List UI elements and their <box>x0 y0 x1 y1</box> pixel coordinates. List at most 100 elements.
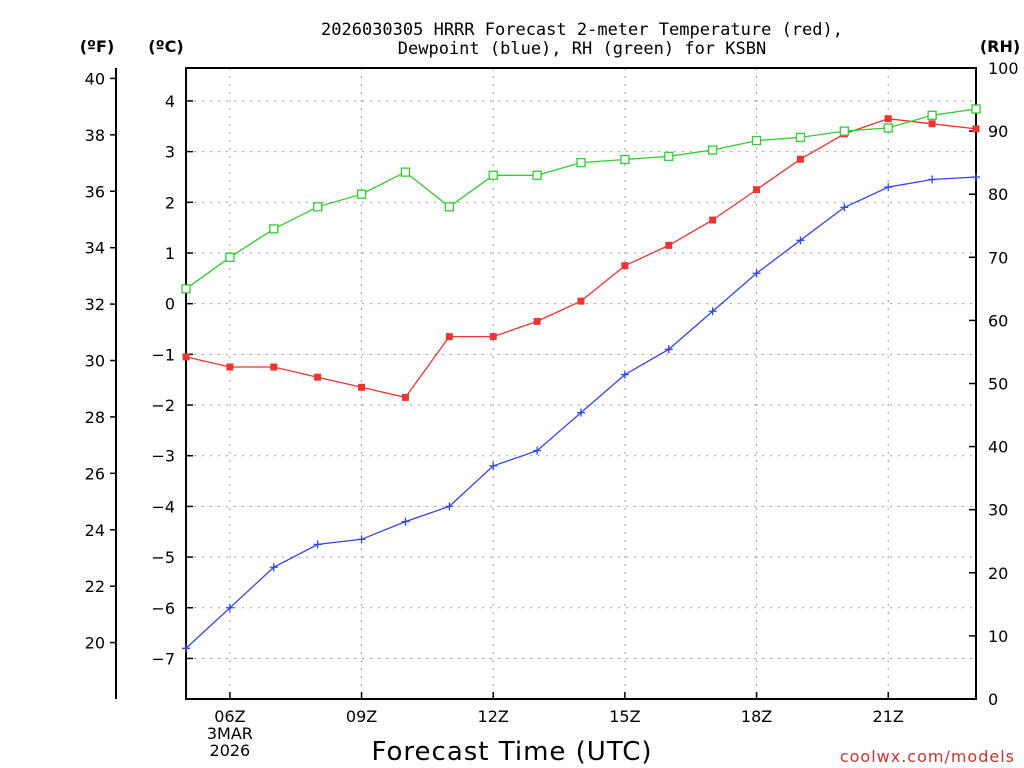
x-axis-label: Forecast Time (UTC) <box>371 737 652 767</box>
dewpoint-point <box>445 502 454 511</box>
fahrenheit-tick-label: 26 <box>85 464 105 483</box>
relative-humidity-point <box>795 132 806 143</box>
dewpoint-point <box>972 172 980 181</box>
temperature-point <box>753 186 761 194</box>
dewpoint-point <box>533 446 542 455</box>
relative-humidity-point <box>532 170 542 180</box>
celsius-tick-label: 0 <box>165 295 175 314</box>
x-tick-label: 18Z <box>741 707 772 726</box>
dewpoint-point <box>752 269 761 278</box>
rh-tick-label: 80 <box>988 185 1008 204</box>
rh-tick-label: 10 <box>988 627 1008 646</box>
fahrenheit-tick-label: 38 <box>85 126 105 145</box>
temperature-point <box>270 363 278 371</box>
relative-humidity-point <box>883 123 893 133</box>
temperature-point <box>796 155 804 163</box>
x-tick-label: 09Z <box>346 707 377 726</box>
celsius-tick-label: 2 <box>165 193 175 212</box>
chart-title-line-2: Dewpoint (blue), RH (green) for KSBN <box>398 39 766 59</box>
temperature-point <box>401 393 409 401</box>
temperature-point <box>621 262 629 270</box>
temperature-point <box>577 297 585 305</box>
dewpoint-point <box>577 408 585 417</box>
x-tick-label: 21Z <box>873 707 904 726</box>
fahrenheit-tick-label: 20 <box>85 634 105 653</box>
dewpoint-point <box>269 563 278 572</box>
temperature-point <box>533 317 541 325</box>
dewpoint-point <box>928 175 937 184</box>
rh-tick-label: 50 <box>988 375 1008 394</box>
dewpoint-point <box>708 307 717 316</box>
relative-humidity-point <box>927 110 937 120</box>
relative-humidity-point <box>664 151 674 161</box>
dewpoint-point <box>313 540 322 549</box>
dewpoint-point <box>884 183 893 192</box>
relative-humidity-point <box>269 224 279 234</box>
fahrenheit-axis-unit-label: (ºF) <box>80 37 115 56</box>
celsius-tick-label: −1 <box>151 345 175 364</box>
fahrenheit-tick-label: 24 <box>85 521 105 540</box>
fahrenheit-tick-label: 22 <box>85 577 105 596</box>
x-tick-label: 12Z <box>478 707 509 726</box>
fahrenheit-tick-label: 40 <box>85 69 105 88</box>
x-tick-label: 15Z <box>609 707 640 726</box>
fahrenheit-tick-label: 32 <box>85 295 105 314</box>
relative-humidity-point <box>400 167 411 177</box>
relative-humidity-point <box>181 284 191 294</box>
relative-humidity-point <box>620 154 630 165</box>
credit-link[interactable]: coolwx.com/models <box>840 747 1015 766</box>
temperature-point <box>884 115 892 123</box>
celsius-tick-label: −7 <box>151 649 175 668</box>
chart-title-line-1: 2026030305 HRRR Forecast 2-meter Tempera… <box>321 20 843 40</box>
fahrenheit-tick-label: 34 <box>85 239 105 258</box>
relative-humidity-series <box>181 104 981 294</box>
fahrenheit-axis: 40 38 36 34 32 30 28 26 24 22 20 <box>85 69 116 653</box>
rh-tick-label: 60 <box>988 311 1008 330</box>
rh-tick-label: 40 <box>988 438 1008 457</box>
celsius-axis-unit-label: (ºC) <box>148 37 183 56</box>
dewpoint-point <box>182 644 190 653</box>
celsius-tick-label: −4 <box>151 497 175 516</box>
temperature-point <box>182 353 190 361</box>
relative-humidity-point <box>356 189 367 199</box>
dewpoint-point <box>357 535 366 544</box>
relative-humidity-point <box>444 202 454 212</box>
celsius-tick-label: 3 <box>165 143 175 162</box>
temperature-point <box>972 125 980 133</box>
fahrenheit-tick-label: 30 <box>85 352 105 371</box>
x-tick-label: 3MAR <box>207 724 253 743</box>
temperature-point <box>928 120 936 128</box>
relative-humidity-point <box>488 170 498 180</box>
celsius-tick-label: −5 <box>151 548 175 567</box>
dewpoint-point <box>401 517 410 526</box>
relative-humidity-point <box>708 145 718 155</box>
dewpoint-point <box>620 370 629 379</box>
celsius-tick-label: −6 <box>151 599 175 618</box>
celsius-tick-label: −3 <box>151 447 175 466</box>
data-series <box>181 104 981 653</box>
relative-humidity-line <box>185 108 977 290</box>
fahrenheit-tick-label: 36 <box>85 182 105 201</box>
temperature-point <box>314 373 322 381</box>
temperature-point <box>445 333 453 341</box>
rh-tick-label: 30 <box>988 501 1008 520</box>
dewpoint-series <box>182 172 980 653</box>
relative-humidity-point <box>971 104 981 114</box>
temperature-point <box>709 216 717 224</box>
rh-axis-unit-label: (RH) <box>980 37 1020 56</box>
celsius-axis: 4 3 2 1 0 −1 −2 −3 −4 −5 −6 −7 <box>151 92 193 668</box>
rh-tick-label: 90 <box>988 122 1008 141</box>
rh-tick-label: 0 <box>988 690 998 709</box>
temperature-point <box>226 363 234 371</box>
dewpoint-point <box>664 345 673 354</box>
dewpoint-point <box>225 603 234 612</box>
rh-tick-label: 100 <box>988 59 1019 78</box>
relative-humidity-point <box>225 252 235 262</box>
relative-humidity-point <box>313 202 323 212</box>
fahrenheit-tick-label: 28 <box>85 408 105 427</box>
relative-humidity-point <box>576 157 586 168</box>
rh-tick-label: 70 <box>988 248 1008 267</box>
